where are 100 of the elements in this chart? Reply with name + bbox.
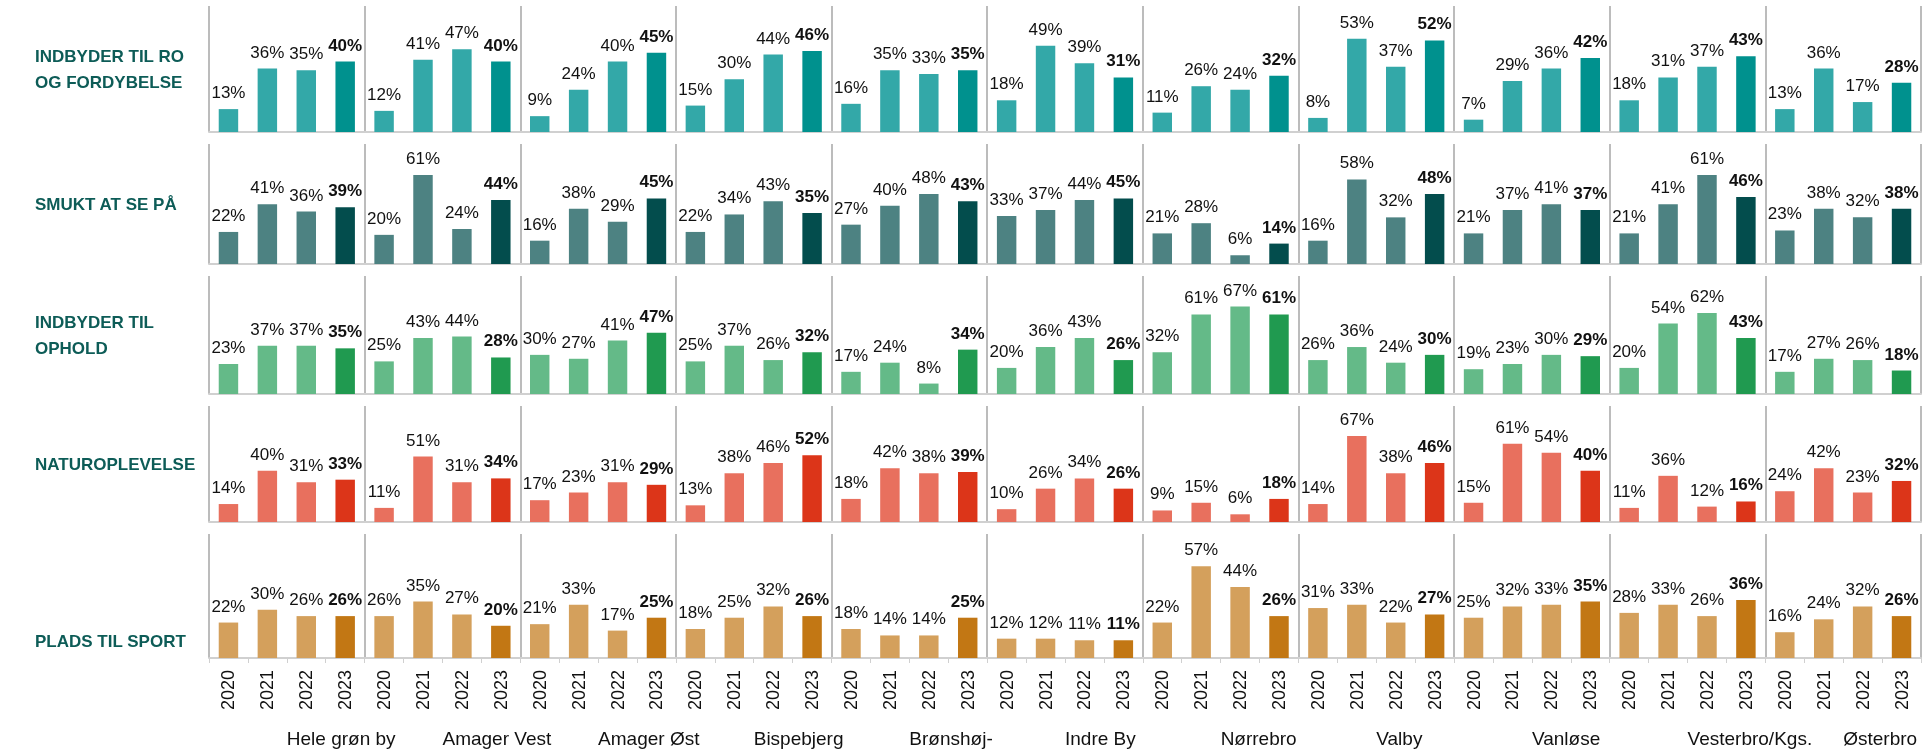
bar (1424, 194, 1445, 264)
bar (491, 199, 511, 264)
data-label: 27% (561, 332, 596, 352)
bar (296, 482, 316, 522)
x-tick-label: 2020 (1463, 670, 1484, 711)
data-label: 37% (250, 319, 285, 339)
bar (1658, 475, 1678, 522)
bar (1619, 100, 1639, 132)
data-label: 13% (1767, 83, 1802, 103)
bar (1347, 436, 1367, 522)
data-label: 32% (1261, 49, 1297, 69)
data-label: 46% (1417, 437, 1452, 457)
data-label: 37% (717, 319, 752, 339)
bar (1230, 587, 1250, 658)
data-label: 19% (1456, 343, 1491, 363)
bar (1463, 233, 1484, 264)
data-label: 17% (600, 604, 635, 624)
bar (257, 609, 278, 658)
data-label: 29% (600, 195, 635, 215)
data-label: 61% (1689, 149, 1725, 169)
bar (958, 201, 978, 264)
data-label: 13% (211, 83, 246, 103)
data-label: 42% (1573, 32, 1608, 52)
data-label: 32% (1845, 191, 1880, 211)
bar (218, 363, 239, 394)
data-label: 32% (1378, 191, 1413, 211)
bar (1658, 204, 1678, 264)
bar (1074, 199, 1095, 264)
bar (1736, 56, 1756, 132)
bar (1230, 514, 1250, 522)
x-tick-label: 2020 (1152, 670, 1173, 711)
data-label: 44% (1223, 561, 1258, 581)
bar (802, 455, 822, 522)
data-label: 35% (795, 187, 830, 206)
x-tick-label: 2021 (568, 670, 589, 711)
data-label: 34% (1067, 452, 1102, 472)
x-tick-label: 2021 (1191, 670, 1212, 711)
data-label: 14% (1261, 217, 1297, 237)
data-label: 16% (1767, 606, 1802, 626)
bar (1113, 77, 1134, 132)
bar (1074, 478, 1095, 522)
bar (1502, 606, 1523, 658)
data-label: 35% (872, 44, 907, 64)
data-label: 39% (1067, 37, 1102, 57)
text: Vanløse (1531, 728, 1601, 749)
bar (958, 617, 978, 658)
x-tick-label: 2023 (490, 670, 511, 711)
data-label: 36% (1728, 573, 1763, 593)
bar (1814, 68, 1834, 132)
text: PLADS TIL SPORT (35, 631, 187, 651)
data-label: 28% (1612, 586, 1647, 606)
data-label: 23% (1495, 337, 1530, 357)
bar (919, 73, 939, 132)
bar (452, 229, 472, 264)
data-label: 8% (1305, 91, 1331, 111)
data-label: 14% (211, 478, 246, 498)
x-tick-label: 2020 (374, 670, 395, 711)
bar (530, 354, 550, 394)
x-tick-label: 2021 (724, 670, 745, 711)
bar (452, 336, 472, 394)
bar (1269, 75, 1289, 132)
data-label: 52% (1417, 14, 1452, 34)
bar (335, 479, 355, 522)
text: INDBYDER TIL OPHOLD (35, 312, 159, 358)
data-label: 30% (522, 328, 557, 348)
x-tick-label: 2022 (1852, 670, 1873, 711)
data-label: 15% (678, 79, 713, 99)
bar (1230, 255, 1250, 264)
bar (1463, 617, 1484, 658)
bar (958, 70, 978, 132)
data-label: 30% (717, 53, 752, 73)
bar (1697, 506, 1717, 522)
bar (841, 103, 861, 132)
data-label: 38% (911, 447, 946, 467)
data-label: 25% (678, 335, 713, 355)
bar (919, 473, 939, 522)
data-label: 31% (600, 456, 635, 476)
data-label: 27% (444, 588, 479, 608)
bar (530, 500, 550, 522)
x-tick-label: 2022 (296, 670, 317, 711)
data-label: 11% (1106, 614, 1140, 634)
bar (802, 352, 822, 394)
bar (880, 362, 900, 394)
bar (1619, 612, 1639, 658)
data-label: 21% (1612, 207, 1647, 227)
data-label: 44% (444, 310, 479, 330)
data-label: 10% (989, 483, 1024, 503)
data-label: 17% (1845, 76, 1880, 96)
data-label: 11% (367, 481, 401, 501)
bar (1891, 82, 1912, 132)
text: Amager Vest (442, 728, 552, 749)
data-label: 44% (483, 173, 518, 193)
bar (1463, 502, 1484, 522)
x-tick-label: 2021 (1813, 670, 1834, 711)
bar (296, 70, 316, 132)
data-label: 18% (678, 602, 713, 622)
data-label: 41% (405, 33, 441, 53)
bar (1191, 502, 1211, 522)
bar (1736, 501, 1756, 522)
text: Amager Øst (598, 728, 701, 749)
